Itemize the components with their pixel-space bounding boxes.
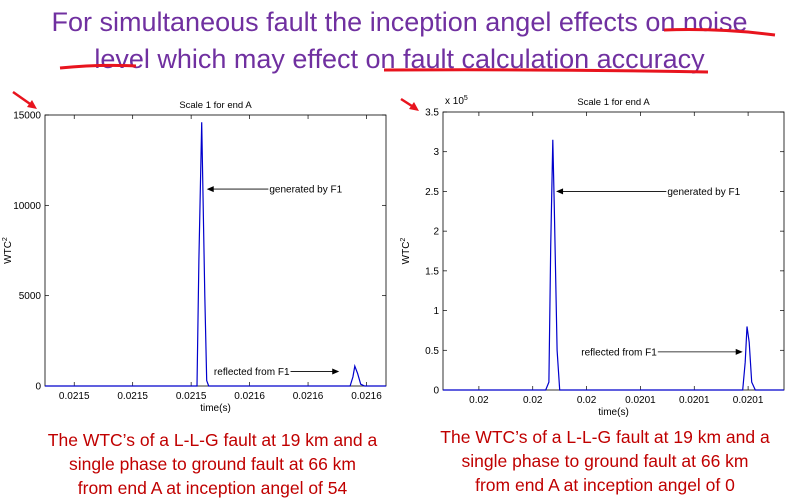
annotation-arrowhead (206, 186, 214, 193)
annotation-label: reflected from F1 (581, 347, 657, 358)
y-tick-label: 10000 (13, 201, 41, 212)
annotation-label: reflected from F1 (214, 367, 290, 378)
x-tick-label: 0.0216 (234, 391, 265, 402)
pointer-arrowhead-right (409, 102, 419, 111)
y-multiplier: x 105 (445, 95, 468, 107)
annotation-arrowhead (332, 368, 340, 375)
chart-right: Scale 1 for end A 0 0.5 1 1.5 2 2.5 3 3.5 0.02 0.0… (400, 95, 785, 418)
x-tick-label: 0.0201 (625, 395, 656, 406)
y-tick-label: 2.5 (425, 187, 439, 198)
series-line (45, 122, 386, 387)
x-tick-label: 0.0215 (176, 391, 207, 402)
chart-title: Scale 1 for end A (179, 100, 252, 111)
caption-right-line-2: single phase to ground fault at 66 km (461, 451, 749, 471)
y-tick-label: 3 (433, 147, 439, 158)
x-tick-label: 0.02 (523, 395, 543, 406)
y-tick-label: 5000 (19, 291, 42, 302)
x-tick-label: 0.0201 (733, 395, 764, 406)
x-tick-label: 0.0201 (679, 395, 710, 406)
underline-level (59, 63, 137, 70)
chart-left: Scale 1 for end A 0 5000 10000 15000 0.0215 0.… (2, 100, 387, 414)
underline-noise (663, 28, 776, 37)
caption-right-line-3: from end A at inception angel of 0 (475, 475, 735, 495)
plot-frame (442, 111, 785, 391)
y-tick-label: 0 (433, 386, 439, 397)
y-tick-label: 3.5 (425, 108, 439, 119)
plot-frame (44, 114, 387, 387)
y-tick-label: 0.5 (425, 346, 439, 357)
x-axis-label: time(s) (598, 407, 629, 418)
y-axis-label-sup: 2 (400, 238, 407, 242)
y-tick-label: 2 (433, 227, 439, 238)
pointer-arrowhead-left (27, 100, 37, 109)
title-part-1: For simultaneous fault the inception ang… (51, 7, 683, 37)
title-line-1: For simultaneous fault the inception ang… (0, 4, 799, 41)
annotation-label: generated by F1 (667, 187, 740, 198)
title-word-level: level (94, 44, 150, 74)
y-axis-label: WTC2 (400, 238, 412, 265)
y-tick-label: 1.5 (425, 266, 439, 277)
annotation-arrowhead (735, 348, 743, 355)
x-tick-label: 0.0216 (293, 391, 324, 402)
caption-left: The WTC’s of a L-L-G fault at 19 km and … (20, 428, 405, 500)
annotation-arrowhead (556, 188, 564, 195)
y-tick-label: 1 (433, 306, 439, 317)
x-tick-label: 0.0215 (59, 391, 90, 402)
x-tick-label: 0.02 (577, 395, 597, 406)
y-tick-label: 15000 (13, 111, 41, 122)
caption-left-line-3: from end A at inception angel of 54 (77, 478, 348, 498)
y-axis-label: WTC2 (2, 237, 14, 264)
y-tick-label: 0 (35, 382, 41, 393)
x-tick-label: 0.0215 (117, 391, 148, 402)
chart-title: Scale 1 for end A (577, 97, 650, 108)
x-tick-label: 0.0216 (351, 391, 382, 402)
underline-fault-calc (383, 68, 709, 74)
x-axis-label: time(s) (200, 403, 231, 414)
caption-left-line-1: The WTC’s of a L-L-G fault at 19 km and … (47, 430, 378, 450)
title-part-5: which may effect on (149, 44, 403, 74)
x-tick-label: 0.02 (469, 395, 489, 406)
y-axis-label-sup: 2 (2, 237, 9, 241)
series-line (443, 139, 784, 391)
annotation-label: generated by F1 (269, 185, 342, 196)
caption-right-line-1: The WTC’s of a L-L-G fault at 19 km and … (440, 427, 770, 447)
y-multiplier-exp: 5 (464, 95, 468, 102)
caption-right: The WTC’s of a L-L-G fault at 19 km and … (420, 425, 790, 497)
caption-left-line-2: single phase to ground fault at 66 km (69, 454, 356, 474)
